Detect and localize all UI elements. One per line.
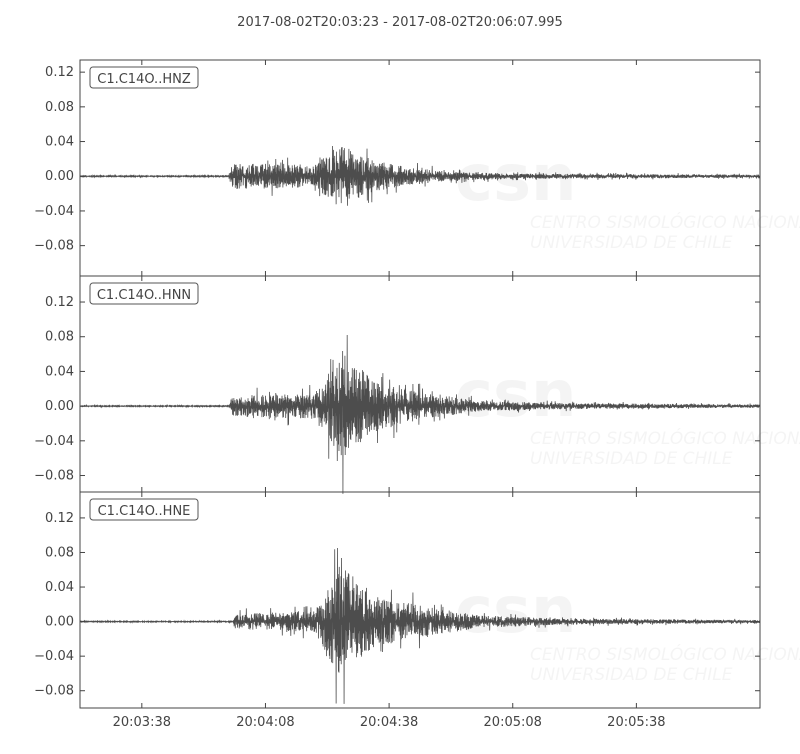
- y-tick-label: −0.04: [34, 434, 74, 449]
- trace-label: C1.C14O..HNN: [97, 288, 191, 303]
- y-tick-label: 0.12: [45, 295, 74, 310]
- y-tick-label: −0.08: [34, 469, 74, 484]
- y-tick-label: −0.08: [34, 684, 74, 699]
- y-tick-label: 0.04: [45, 135, 74, 150]
- x-tick-label: 20:05:38: [607, 715, 665, 730]
- waveform-C1.C14O..HNN: [79, 335, 761, 494]
- axes-frame: [79, 491, 761, 709]
- trace-label-box: [89, 66, 199, 89]
- y-tick-label: −0.08: [34, 239, 74, 254]
- y-tick-label: 0.08: [45, 545, 74, 560]
- trace-label: C1.C14O..HNE: [98, 504, 191, 519]
- watermark-line1: CENTRO SISMOLÓGICO NACIONAL: [530, 427, 800, 449]
- waveform-C1.C14O..HNZ: [79, 145, 761, 206]
- trace-label-box: [89, 498, 199, 521]
- y-tick-label: 0.08: [45, 330, 74, 345]
- trace-label-box: [89, 282, 199, 305]
- y-tick-label: 0.04: [45, 364, 74, 379]
- y-tick-label: 0.00: [45, 615, 74, 630]
- y-tick-label: −0.04: [34, 204, 74, 219]
- watermark-line2: UNIVERSIDAD DE CHILE: [530, 449, 733, 469]
- x-tick-label: 20:04:38: [360, 715, 418, 730]
- y-tick-label: 0.12: [45, 511, 74, 526]
- y-tick-label: 0.00: [45, 169, 74, 184]
- figure-title: 2017-08-02T20:03:23 - 2017-08-02T20:06:0…: [237, 15, 563, 30]
- watermark-logo: csn: [455, 574, 577, 648]
- y-tick-label: 0.00: [45, 399, 74, 414]
- waveform-C1.C14O..HNE: [79, 548, 761, 704]
- watermark-line1: CENTRO SISMOLÓGICO NACIONAL: [530, 211, 800, 233]
- x-tick-label: 20:03:38: [113, 715, 171, 730]
- y-tick-label: 0.04: [45, 580, 74, 595]
- y-tick-label: 0.08: [45, 100, 74, 115]
- watermark-logo: csn: [455, 358, 577, 432]
- trace-label: C1.C14O..HNZ: [97, 72, 191, 87]
- x-tick-label: 20:05:08: [484, 715, 542, 730]
- watermark-logo: csn: [455, 142, 577, 216]
- watermark-line2: UNIVERSIDAD DE CHILE: [530, 665, 733, 685]
- y-tick-label: −0.04: [34, 649, 74, 664]
- watermark-line1: CENTRO SISMOLÓGICO NACIONAL: [530, 643, 800, 665]
- x-tick-label: 20:04:08: [236, 715, 294, 730]
- y-tick-label: 0.12: [45, 65, 74, 80]
- watermark-line2: UNIVERSIDAD DE CHILE: [530, 233, 733, 253]
